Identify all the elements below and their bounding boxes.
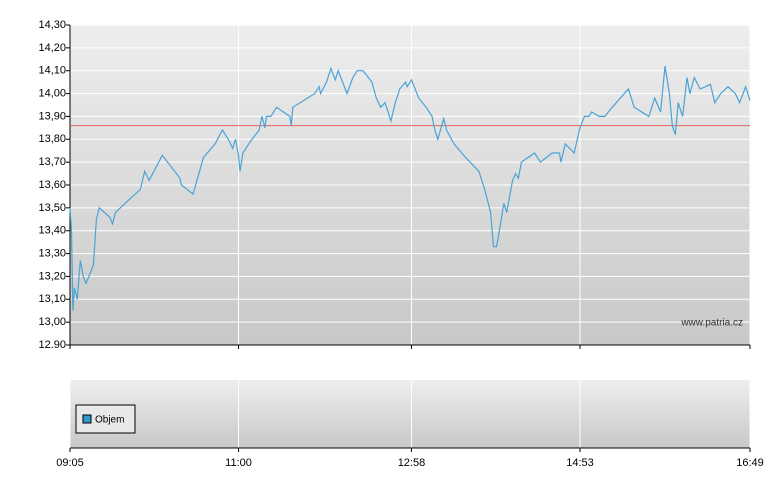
legend-swatch — [82, 414, 92, 424]
y-tick-label: 13,80 — [38, 133, 66, 145]
x-tick-label: 12:58 — [398, 457, 426, 469]
y-tick-label: 13,90 — [38, 110, 66, 122]
y-tick-label: 14,00 — [38, 87, 66, 99]
y-tick-label: 13,70 — [38, 156, 66, 168]
y-tick-label: 13,50 — [38, 202, 66, 214]
source: www.patria.cz — [680, 318, 743, 329]
x-tick-label: 11:00 — [225, 457, 252, 469]
y-tick-label: 14,20 — [38, 42, 66, 54]
y-tick-label: 14,30 — [38, 19, 66, 31]
x-tick-label: 14:53 — [566, 457, 594, 469]
x-tick-label: 16:49 — [736, 457, 764, 469]
y-tick-label: 13,00 — [38, 316, 66, 328]
y-tick-label: 13,40 — [38, 225, 66, 237]
x-tick-label: 09:05 — [56, 457, 84, 469]
y-tick-label: 13,30 — [38, 247, 66, 259]
y-tick-label: 12.90 — [38, 339, 66, 351]
legend-label: Objem — [95, 415, 124, 426]
y-tick-label: 13,10 — [38, 293, 66, 305]
y-tick-label: 13,20 — [38, 270, 66, 282]
y-tick-label: 13,60 — [38, 179, 66, 191]
price-line — [69, 66, 751, 311]
volume-area — [70, 380, 750, 448]
y-tick-label: 14,10 — [38, 65, 66, 77]
